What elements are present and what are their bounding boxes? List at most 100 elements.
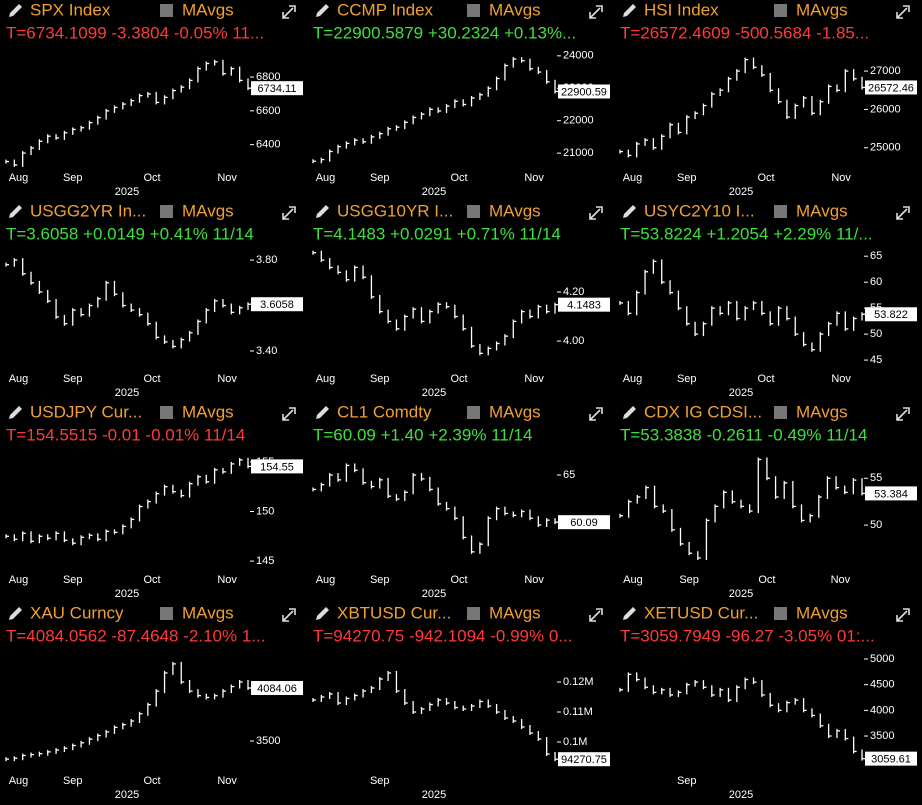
price-bar xyxy=(761,680,765,697)
price-bar xyxy=(470,96,475,107)
mavgs-label: MAvgs xyxy=(796,0,848,19)
price-bar xyxy=(354,138,358,146)
price-bar xyxy=(105,108,110,120)
y-tick-label: 6800 xyxy=(256,71,280,83)
price-bar xyxy=(462,99,467,107)
price-bar xyxy=(744,677,749,690)
price-bar xyxy=(22,531,26,542)
price-bar xyxy=(487,516,492,547)
price-bar xyxy=(63,746,68,753)
price-bar xyxy=(345,696,350,706)
price-bar xyxy=(520,57,525,63)
price-bar xyxy=(554,752,558,762)
price-bar xyxy=(163,335,168,344)
mavgs-box xyxy=(160,205,173,218)
price-bar xyxy=(155,321,160,340)
price-bar xyxy=(354,693,358,701)
price-bar xyxy=(320,157,325,164)
mavgs-label: MAvgs xyxy=(796,603,848,622)
last-price-label: 53.822 xyxy=(874,309,908,321)
price-bar xyxy=(627,149,632,158)
mavgs-box xyxy=(467,607,480,620)
price-bar xyxy=(671,509,675,532)
price-bar xyxy=(113,725,118,734)
last-price-label: 60.09 xyxy=(570,517,598,529)
chart-panel: USGG2YR In... MAvgs T=3.6058 +0.0149 +0.41… xyxy=(5,201,303,399)
price-bar xyxy=(312,487,316,492)
price-bar xyxy=(748,504,753,514)
price-bar xyxy=(677,122,682,135)
price-bar xyxy=(80,125,85,132)
y-tick-label: 50 xyxy=(870,519,882,531)
price-bar xyxy=(462,314,467,331)
price-bar xyxy=(420,307,425,324)
price-bar xyxy=(777,88,782,104)
mavgs-label: MAvgs xyxy=(182,402,234,421)
price-bar xyxy=(802,698,807,713)
price-bar xyxy=(97,296,101,308)
chart-title: USGG10YR I... xyxy=(337,201,453,220)
price-bar xyxy=(504,334,508,346)
price-bar xyxy=(88,303,93,317)
price-bar xyxy=(5,757,9,762)
price-bar xyxy=(686,306,690,326)
x-tick-label: Sep xyxy=(63,775,83,787)
price-bar xyxy=(853,69,857,81)
price-bar xyxy=(412,701,417,715)
price-bar xyxy=(47,289,51,303)
price-bar xyxy=(495,76,500,91)
price-bar xyxy=(213,693,218,700)
price-bar xyxy=(345,141,350,149)
price-bar xyxy=(809,513,814,523)
price-bar xyxy=(697,551,701,560)
y-tick-label: 4.00 xyxy=(563,335,584,347)
price-bar xyxy=(470,535,475,554)
price-bar xyxy=(213,467,218,484)
expand-icon xyxy=(589,5,603,19)
edit-icon xyxy=(9,4,22,17)
expand-icon xyxy=(282,5,296,19)
price-bar xyxy=(163,95,168,105)
edit-icon xyxy=(316,205,329,218)
last-price-box xyxy=(251,297,303,312)
price-bar xyxy=(147,312,151,326)
price-bar xyxy=(677,290,682,311)
x-tick-label: Sep xyxy=(679,574,699,586)
price-bar xyxy=(370,134,375,144)
price-bar xyxy=(479,343,483,356)
y-tick-label: 145 xyxy=(256,555,274,567)
year-label: 2025 xyxy=(115,789,139,801)
price-bar xyxy=(180,661,185,685)
x-tick-label: Sep xyxy=(370,373,390,385)
price-bar xyxy=(744,306,749,321)
x-tick-label: Sep xyxy=(370,775,390,787)
price-bar xyxy=(723,490,727,509)
price-bar xyxy=(470,326,475,348)
price-bar xyxy=(379,131,383,139)
price-bar xyxy=(644,138,649,146)
price-bar xyxy=(752,677,757,685)
price-bar xyxy=(694,111,699,120)
price-bar xyxy=(537,66,542,75)
mavgs-box xyxy=(467,406,480,419)
price-bar xyxy=(504,710,508,721)
x-tick-label: Oct xyxy=(757,373,774,385)
y-tick-label: 65 xyxy=(563,469,575,481)
last-price: 3059.61 xyxy=(865,751,917,766)
last-price-box xyxy=(865,80,917,95)
price-bar xyxy=(205,308,210,324)
price-bar xyxy=(852,478,857,495)
price-bar xyxy=(312,698,316,703)
price-bar xyxy=(470,704,475,712)
price-bar xyxy=(554,302,558,314)
price-bar xyxy=(679,527,684,546)
price-bar xyxy=(819,99,824,116)
price-bar xyxy=(819,713,824,728)
expand-icon xyxy=(896,407,910,421)
price-bar xyxy=(354,265,358,282)
price-bar xyxy=(512,716,517,724)
price-bar xyxy=(861,749,865,761)
price-bar xyxy=(454,304,458,319)
price-bar xyxy=(337,692,342,706)
